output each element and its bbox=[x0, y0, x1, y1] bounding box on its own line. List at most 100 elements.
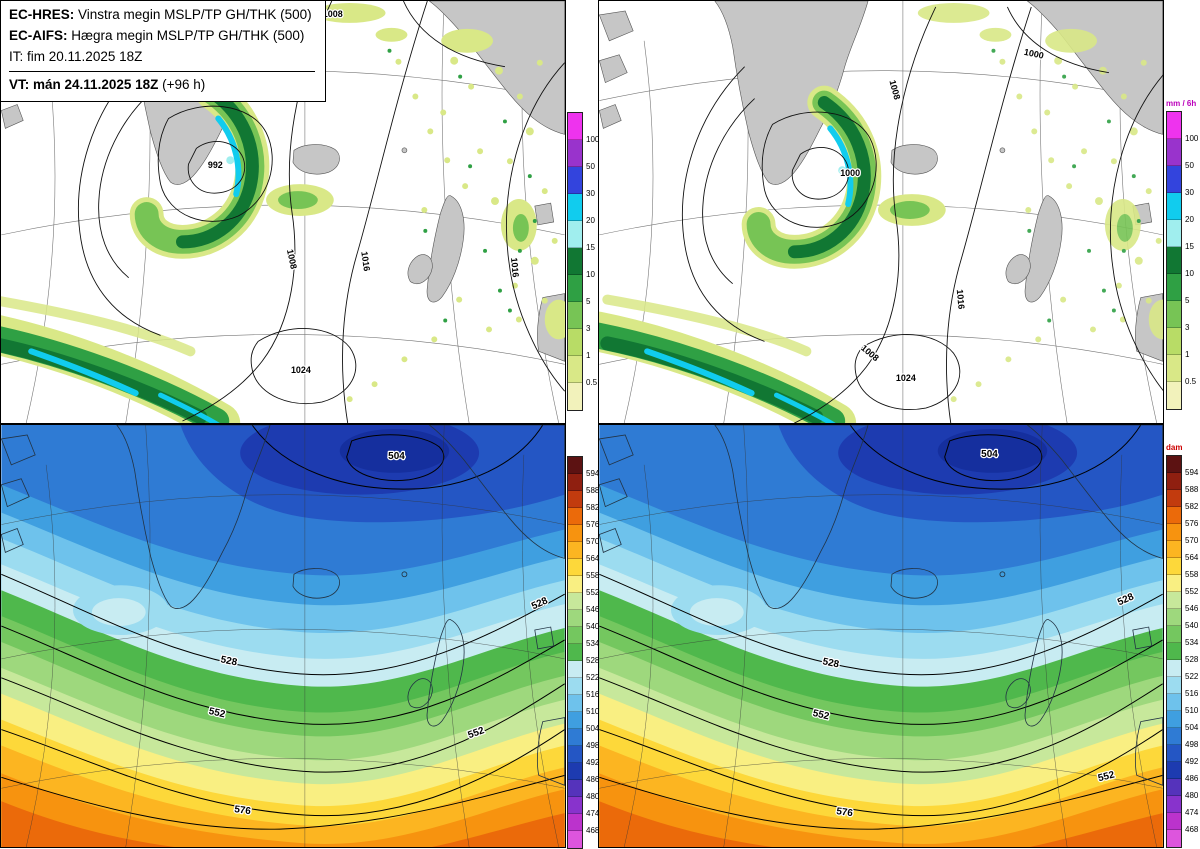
isobar-label: 1008 bbox=[887, 79, 902, 101]
colorbar-label: 504 bbox=[586, 724, 600, 733]
colorbar-label: 0.5 bbox=[1185, 377, 1197, 386]
colorbar-segment bbox=[568, 610, 582, 627]
contour-label: 528 bbox=[822, 656, 841, 670]
colorbar-label: 504 bbox=[1185, 723, 1199, 732]
colorbar-label: 3 bbox=[1185, 323, 1190, 332]
colorbar-label: 468 bbox=[1185, 825, 1199, 834]
colorbar-label: 480 bbox=[586, 792, 600, 801]
isobar-label: 1000 bbox=[840, 168, 860, 178]
colorbar-label: 510 bbox=[586, 707, 600, 716]
colorbar-label: 522 bbox=[1185, 672, 1199, 681]
colorbar-segment bbox=[568, 167, 582, 194]
colorbar-label: 552 bbox=[586, 588, 600, 597]
colorbar-label: 510 bbox=[1185, 706, 1199, 715]
colorbar-segment bbox=[1167, 473, 1181, 490]
isobar-label: 1024 bbox=[896, 373, 916, 383]
contour-label: 504 bbox=[388, 451, 405, 462]
colorbar-segment bbox=[568, 542, 582, 559]
isobar-label: 1008 bbox=[285, 248, 299, 270]
colorbar-segment bbox=[1167, 677, 1181, 694]
colorbar-segment bbox=[568, 780, 582, 797]
isobar-label: 1016 bbox=[509, 257, 521, 278]
precip-colorbar-left: 100 50 30 20 15 10 5 3 1 0.5 bbox=[567, 112, 599, 411]
init-value: fim 20.11.2025 18Z bbox=[27, 48, 143, 64]
valid-label: VT: bbox=[9, 76, 30, 92]
colorbar-label: 564 bbox=[586, 554, 600, 563]
colorbar-segment bbox=[1167, 301, 1181, 328]
colorbar-label: 1 bbox=[586, 351, 591, 360]
title-box: EC-HRES: Vinstra megin MSLP/TP GH/THK (5… bbox=[0, 0, 326, 102]
colorbar-label: 1 bbox=[1185, 350, 1190, 359]
contour-label: 528 bbox=[220, 654, 239, 668]
colorbar-label: 0.5 bbox=[586, 378, 598, 387]
colorbar-segment bbox=[1167, 660, 1181, 677]
colorbar-label: 480 bbox=[1185, 791, 1199, 800]
colorbar-label: 20 bbox=[586, 216, 595, 225]
colorbar-segment bbox=[568, 712, 582, 729]
title-line-init: IT: fim 20.11.2025 18Z bbox=[9, 47, 315, 68]
colorbar-segment bbox=[568, 383, 582, 410]
colorbar-label: 10 bbox=[586, 270, 595, 279]
colorbar-label: 564 bbox=[1185, 553, 1199, 562]
colorbar-label: 474 bbox=[586, 809, 600, 818]
title-line-valid: VT: mán 24.11.2025 18Z (+96 h) bbox=[9, 70, 315, 96]
colorbar-segment bbox=[568, 593, 582, 610]
colorbar-label: 558 bbox=[586, 571, 600, 580]
map-panel-aifs-thickness: 504 528 528 552 552 576 bbox=[598, 424, 1164, 848]
colorbar-segment bbox=[1167, 490, 1181, 507]
colorbar-label: 468 bbox=[586, 826, 600, 835]
isobar-label: 1016 bbox=[955, 289, 967, 310]
valid-offset: (+96 h) bbox=[162, 76, 206, 92]
colorbar-label: 570 bbox=[1185, 536, 1199, 545]
colorbar-label: 498 bbox=[1185, 740, 1199, 749]
colorbar-segment bbox=[568, 302, 582, 329]
colorbar-label: 588 bbox=[586, 486, 600, 495]
colorbar-label: 15 bbox=[586, 243, 595, 252]
colorbar-label: 582 bbox=[1185, 502, 1199, 511]
colorbar-label: 540 bbox=[1185, 621, 1199, 630]
colorbar-segment bbox=[1167, 813, 1181, 830]
colorbar-segment bbox=[1167, 193, 1181, 220]
contour-label: 552 bbox=[812, 708, 831, 723]
colorbar-segment bbox=[1167, 456, 1181, 473]
precip-colorbar-right: mm / 6h 100 50 30 20 15 10 5 3 1 0.5 bbox=[1166, 99, 1200, 410]
colorbar-segment bbox=[568, 559, 582, 576]
colorbar-label: 486 bbox=[1185, 774, 1199, 783]
colorbar-label: 528 bbox=[586, 656, 600, 665]
colorbar-label: 5 bbox=[586, 297, 591, 306]
isobar-label: 1024 bbox=[291, 365, 311, 375]
contour-label: 576 bbox=[234, 804, 252, 817]
colorbar-segment bbox=[568, 746, 582, 763]
colorbar-segment bbox=[1167, 694, 1181, 711]
init-label: IT: bbox=[9, 48, 24, 64]
colorbar-label: 576 bbox=[1185, 519, 1199, 528]
colorbar-label: 522 bbox=[586, 673, 600, 682]
colorbar-segment bbox=[1167, 507, 1181, 524]
colorbar-label: 516 bbox=[1185, 689, 1199, 698]
colorbar-label: 474 bbox=[1185, 808, 1199, 817]
colorbar-label: 15 bbox=[1185, 242, 1194, 251]
colorbar-segment bbox=[1167, 728, 1181, 745]
contour-label: 552 bbox=[208, 706, 227, 721]
colorbar-segment bbox=[568, 508, 582, 525]
colorbar-label: 540 bbox=[586, 622, 600, 631]
precipitation-band-southwest bbox=[1, 300, 220, 423]
colorbar-segment bbox=[1167, 247, 1181, 274]
colorbar-segment bbox=[1167, 762, 1181, 779]
colorbar-segment bbox=[568, 576, 582, 593]
isobar-label: 1016 bbox=[359, 251, 372, 272]
colorbar-label: 552 bbox=[1185, 587, 1199, 596]
colorbar-segment bbox=[1167, 779, 1181, 796]
colorbar-segment bbox=[568, 763, 582, 780]
colorbar-segment bbox=[1167, 796, 1181, 813]
model1-label: EC-HRES: bbox=[9, 7, 75, 22]
colorbar-title: dam bbox=[1166, 443, 1183, 452]
colorbar-segment bbox=[1167, 558, 1181, 575]
thickness-colorbar-left: 594 588 582 576 570 564 558 552 546 540 534 528 522 5… bbox=[567, 456, 600, 849]
map-panel-aifs-mslp-tp: 1000 1008 1000 1008 1016 1024 bbox=[598, 0, 1164, 424]
valid-value: mán 24.11.2025 18Z bbox=[33, 76, 159, 92]
colorbar-segment bbox=[568, 525, 582, 542]
map-panel-hres-thickness: 504 528 528 552 552 576 bbox=[0, 424, 566, 848]
colorbar-segment bbox=[1167, 166, 1181, 193]
colorbar-segment bbox=[568, 644, 582, 661]
